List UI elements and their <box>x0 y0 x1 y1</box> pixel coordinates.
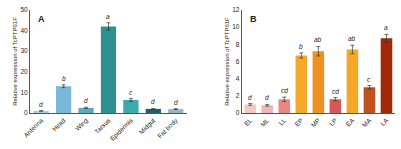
svg-text:EL: EL <box>243 116 254 127</box>
svg-text:LP: LP <box>328 117 339 128</box>
svg-text:MP: MP <box>310 117 322 129</box>
svg-text:b: b <box>62 75 66 82</box>
svg-text:Relative expression of TcPTP61: Relative expression of TcPTP61F <box>12 17 18 106</box>
svg-text:c: c <box>367 76 371 83</box>
svg-text:Fat body: Fat body <box>156 116 180 140</box>
svg-text:0: 0 <box>236 109 240 116</box>
svg-text:6: 6 <box>236 58 240 65</box>
svg-text:ab: ab <box>314 36 322 43</box>
svg-text:ab: ab <box>348 35 356 42</box>
svg-text:30: 30 <box>20 47 28 54</box>
svg-text:d: d <box>151 98 155 105</box>
svg-text:40: 40 <box>20 27 28 34</box>
svg-text:cd: cd <box>281 87 288 94</box>
svg-text:B: B <box>250 14 257 24</box>
svg-text:12: 12 <box>232 6 240 13</box>
svg-text:8: 8 <box>236 41 240 48</box>
svg-text:Head: Head <box>51 116 67 132</box>
svg-text:LL: LL <box>277 116 287 126</box>
svg-text:b: b <box>299 43 303 50</box>
svg-text:50: 50 <box>20 6 28 13</box>
svg-text:d: d <box>39 101 43 108</box>
svg-text:0: 0 <box>24 109 28 116</box>
svg-text:ML: ML <box>259 116 271 128</box>
svg-text:LA: LA <box>379 116 390 127</box>
svg-text:Antenna: Antenna <box>22 116 44 138</box>
svg-text:Epidermis: Epidermis <box>109 116 136 143</box>
svg-text:EA: EA <box>344 116 356 128</box>
svg-text:a: a <box>106 13 110 20</box>
svg-text:10: 10 <box>20 89 28 96</box>
svg-text:Tarsus: Tarsus <box>93 116 112 135</box>
svg-text:20: 20 <box>20 68 28 75</box>
svg-text:c: c <box>129 89 133 96</box>
svg-text:d: d <box>248 94 252 101</box>
svg-text:cd: cd <box>332 88 339 95</box>
svg-text:EP: EP <box>293 117 304 128</box>
svg-text:2: 2 <box>236 92 240 99</box>
svg-text:d: d <box>174 99 178 106</box>
svg-text:MA: MA <box>361 116 373 128</box>
svg-text:d: d <box>265 94 269 101</box>
svg-text:d: d <box>84 97 88 104</box>
svg-text:A: A <box>38 14 45 24</box>
svg-text:Midgut: Midgut <box>138 116 158 136</box>
svg-text:4: 4 <box>236 75 240 82</box>
svg-text:Relative expression of TcPTP61: Relative expression of TcPTP61F <box>224 17 230 106</box>
svg-text:Wing: Wing <box>74 116 90 132</box>
svg-text:a: a <box>384 24 388 31</box>
svg-text:10: 10 <box>232 23 240 30</box>
